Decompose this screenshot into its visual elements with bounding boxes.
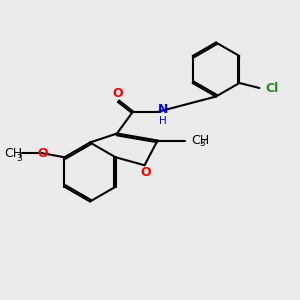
Text: Cl: Cl (266, 82, 279, 94)
Text: CH: CH (4, 147, 22, 160)
Text: CH: CH (191, 134, 209, 147)
Text: O: O (140, 166, 151, 179)
Text: O: O (113, 87, 123, 100)
Text: H: H (159, 116, 167, 125)
Text: 3: 3 (200, 139, 205, 148)
Text: 3: 3 (17, 154, 22, 163)
Text: N: N (158, 103, 168, 116)
Text: O: O (37, 147, 48, 160)
